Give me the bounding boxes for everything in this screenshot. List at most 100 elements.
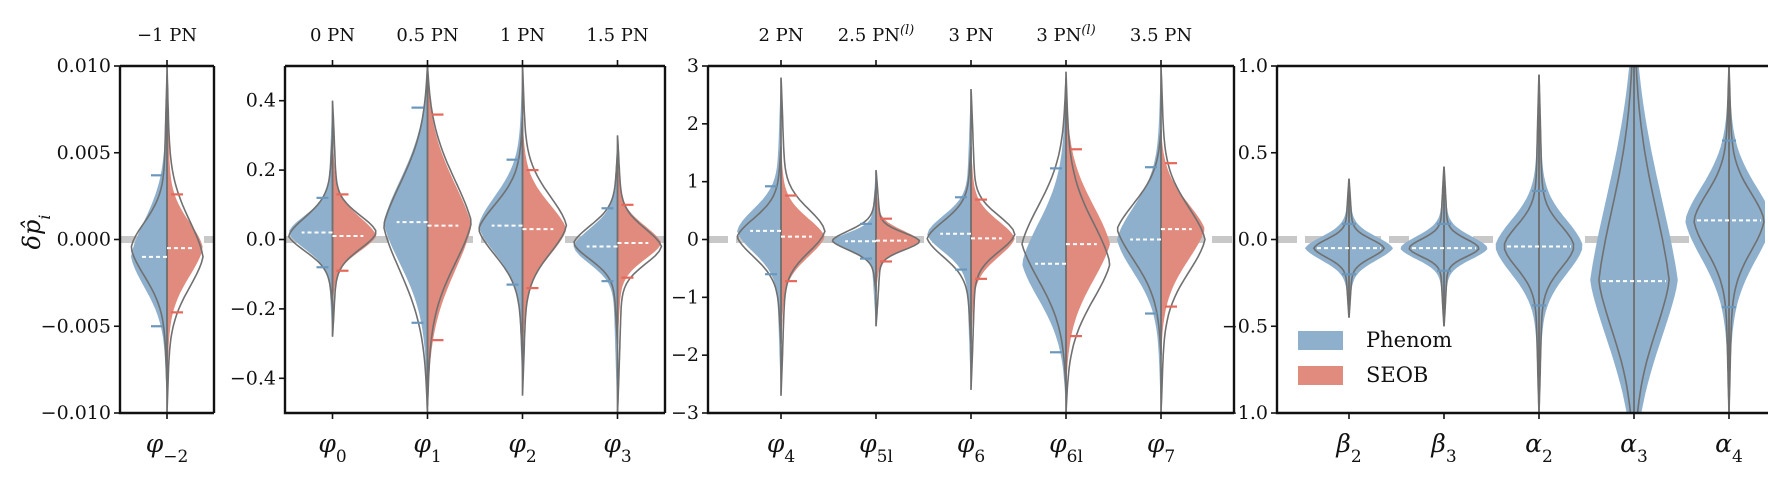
seob-violin-half — [1161, 129, 1205, 356]
panel-plot-area — [285, 66, 665, 413]
x-category-label: φ0 — [318, 429, 346, 467]
panel-3: φ4 2 PN φ5l 2.5 PN(l) φ6 3 PN φ6l 3 PN(l) φ7 3.5 … — [671, 23, 1236, 467]
seob-violin-half — [522, 118, 566, 361]
y-tick-label: −0.005 — [41, 315, 111, 337]
y-tick-label: 0.0 — [1238, 229, 1268, 251]
top-pn-label: 2 PN — [758, 25, 803, 46]
phenom-violin-half — [1349, 178, 1393, 318]
phenom-outline — [970, 89, 1016, 390]
phenom-outline-right — [1633, 66, 1670, 413]
phenom-outline — [1160, 66, 1206, 413]
x-category-label: φ4 — [767, 429, 795, 467]
panel-plot-area — [708, 66, 1234, 413]
seob-outline — [287, 135, 334, 309]
legend-swatch-phenom — [1298, 331, 1343, 350]
top-pn-label: 1 PN — [500, 25, 545, 46]
phenom-violin-half — [1495, 74, 1539, 413]
phenom-outline — [166, 66, 204, 413]
top-pn-label: 3 PN — [948, 25, 993, 46]
panel-4: β2 β3 α2 α3 α4 −1.0 −0.5 0.0 0.5 1.0 — [1222, 55, 1768, 467]
phenom-violin-half — [1444, 166, 1488, 327]
y-axis-label: δp̂i — [18, 215, 54, 250]
seob-violin-half — [427, 66, 471, 413]
violin-φ6 — [926, 89, 1016, 390]
violin-α4 — [1685, 66, 1765, 413]
y-tick-label: 2 — [687, 113, 699, 135]
seob-outline — [1116, 129, 1162, 356]
x-category-label: φ5l — [859, 429, 893, 467]
panel-plot-area — [120, 66, 214, 413]
phenom-violin-half — [131, 66, 167, 413]
y-tick-label: −0.2 — [230, 298, 276, 320]
y-tick-label: 0.0 — [246, 229, 276, 251]
phenom-outline — [331, 100, 377, 337]
y-tick-label: 0.4 — [246, 90, 276, 112]
phenom-violin-half — [289, 100, 333, 337]
violin-φ−2 — [130, 66, 204, 413]
x-category-label: α4 — [1715, 429, 1743, 467]
top-pn-label: 0.5 PN — [396, 25, 458, 46]
y-tick-label: −2 — [671, 344, 699, 366]
x-category-label: α2 — [1525, 429, 1553, 467]
x-category-label: β3 — [1430, 429, 1456, 467]
top-pn-label: 2.5 PN(l) — [838, 23, 915, 47]
y-tick-label: −3 — [671, 402, 699, 424]
top-pn-label: −1 PN — [137, 25, 197, 46]
phenom-violin-half — [737, 77, 781, 396]
violin-β2 — [1305, 178, 1393, 318]
phenom-violin-half — [832, 170, 876, 327]
seob-violin-half — [167, 74, 203, 387]
phenom-outline-right — [1728, 66, 1765, 413]
phenom-violin-half — [1685, 66, 1729, 413]
seob-outline — [573, 152, 619, 344]
seob-outline — [736, 146, 782, 344]
y-tick-label: 0.010 — [57, 55, 111, 77]
phenom-outline — [780, 77, 826, 396]
phenom-violin-half — [1400, 166, 1444, 327]
violin-φ1 — [383, 66, 472, 413]
y-tick-label: 0.005 — [57, 142, 111, 164]
phenom-outline-left — [1693, 66, 1730, 413]
x-category-label: φ−2 — [146, 429, 189, 467]
phenom-violin-half — [927, 89, 971, 390]
violin-β3 — [1400, 166, 1488, 327]
top-pn-label: 3 PN(l) — [1036, 23, 1095, 47]
legend-swatch-seob — [1298, 366, 1343, 385]
seob-outline — [926, 146, 972, 344]
x-category-label: φ2 — [508, 429, 536, 467]
phenom-outline-right — [1443, 166, 1480, 327]
x-category-label: φ7 — [1147, 429, 1175, 467]
violin-φ7 — [1116, 66, 1206, 413]
y-tick-label: 1.0 — [1238, 55, 1268, 77]
violin-φ3 — [573, 135, 663, 413]
phenom-outline — [426, 66, 472, 407]
phenom-outline-left — [1503, 74, 1540, 413]
top-pn-label: 3.5 PN — [1130, 25, 1192, 46]
panel-1: φ−2 −1 PN −0.010 −0.005 0.000 0.005 0.010 — [41, 25, 216, 467]
phenom-outline-right — [1348, 178, 1386, 318]
y-tick-label: −0.4 — [230, 367, 276, 389]
phenom-outline — [1065, 71, 1111, 413]
seob-violin-half — [1066, 77, 1110, 390]
phenom-violin-half — [1539, 74, 1583, 413]
phenom-violin-half — [478, 66, 523, 396]
top-pn-label: 1.5 PN — [586, 25, 648, 46]
legend: Phenom SEOB — [1298, 328, 1452, 387]
legend-label-phenom: Phenom — [1366, 328, 1452, 352]
seob-violin-half — [617, 152, 661, 344]
x-category-label: φ1 — [413, 429, 441, 467]
phenom-violin-half — [1729, 66, 1765, 413]
legend-label-seob: SEOB — [1366, 363, 1428, 387]
x-category-label: φ3 — [603, 429, 631, 467]
violin-φ4 — [736, 77, 826, 396]
violin-φ6l — [1021, 71, 1111, 413]
y-tick-label: 0 — [687, 229, 699, 251]
y-tick-label: −0.010 — [41, 402, 111, 424]
y-tick-label: −0.5 — [1222, 315, 1268, 337]
panel-frame — [283, 64, 667, 415]
y-tick-label: 0.2 — [246, 159, 276, 181]
y-tick-label: 0.5 — [1238, 142, 1268, 164]
violin-α2 — [1495, 74, 1583, 413]
